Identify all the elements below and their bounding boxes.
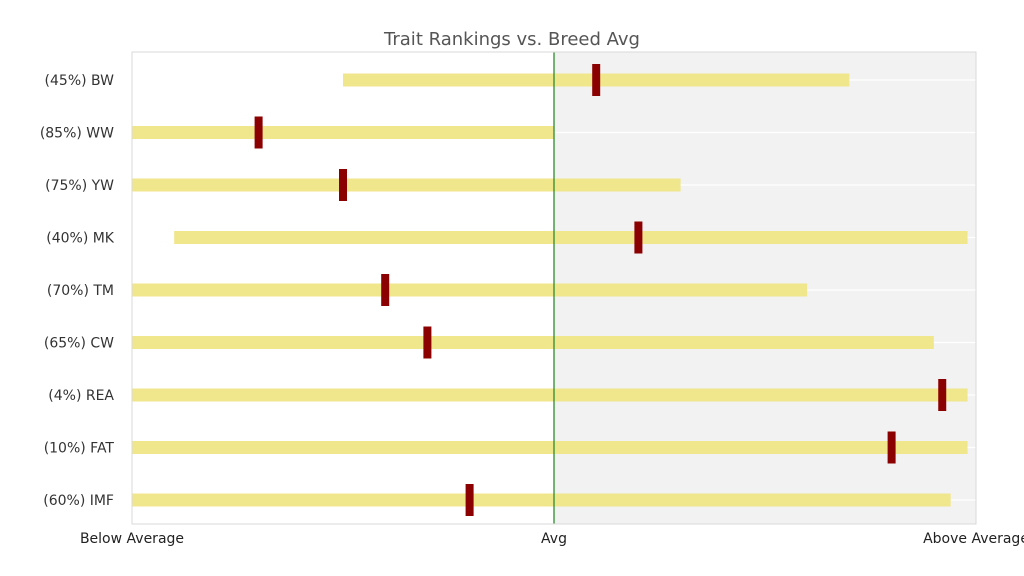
trait-range-bar [132, 336, 934, 349]
chart-title: Trait Rankings vs. Breed Avg [383, 29, 640, 50]
trait-value-marker [938, 379, 947, 411]
trait-value-marker [381, 274, 390, 306]
trait-label: (10%) FAT [44, 441, 115, 457]
trait-value-marker [887, 431, 896, 464]
trait-value-marker [254, 116, 263, 149]
x-tick-label: Above Average [923, 531, 1024, 547]
trait-range-bar [132, 126, 554, 139]
trait-range-bar [132, 283, 808, 297]
trait-label: (60%) IMF [43, 493, 114, 509]
plot-frame [131, 51, 977, 525]
trait-label: (65%) CW [44, 336, 114, 352]
trait-value-marker [465, 484, 474, 516]
trait-range-bar [132, 178, 681, 192]
trait-value-marker [634, 221, 643, 254]
trait-value-marker [423, 326, 432, 359]
x-tick-label: Below Average [80, 531, 184, 547]
trait-value-marker [592, 64, 601, 96]
trait-label: (85%) WW [40, 126, 114, 142]
trait-value-marker [339, 169, 347, 201]
trait-label: (45%) BW [45, 73, 115, 89]
trait-range-bar [174, 231, 968, 244]
trait-label: (75%) YW [45, 178, 114, 194]
trait-label: (4%) REA [48, 388, 114, 404]
trait-range-bar [132, 493, 951, 507]
trait-range-bar [132, 441, 968, 454]
trait-label: (70%) TM [47, 283, 114, 299]
trait-range-bar [132, 388, 968, 402]
trait-label: (40%) MK [46, 231, 115, 247]
x-tick-label: Avg [541, 531, 567, 547]
